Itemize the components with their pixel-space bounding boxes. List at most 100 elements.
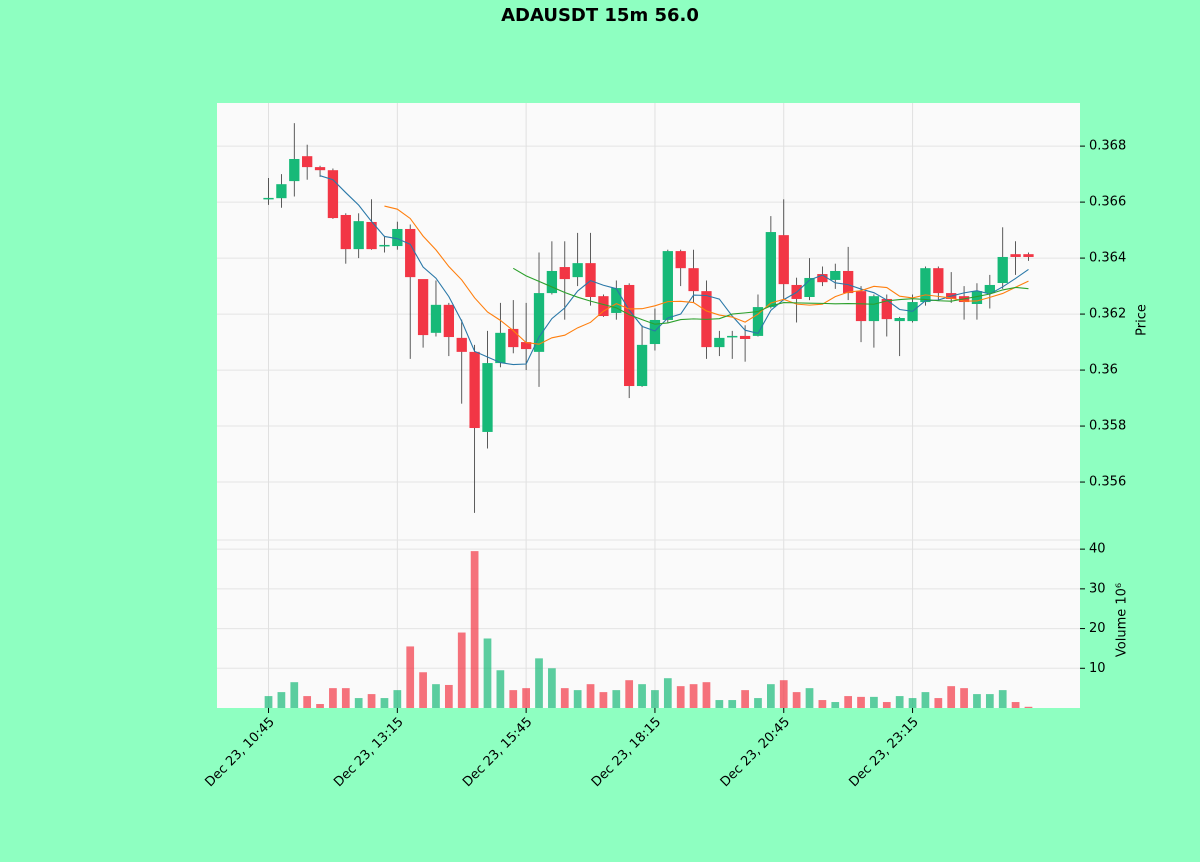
candle-body (546, 270, 558, 294)
volume-bar (444, 684, 453, 708)
volume-bar (419, 672, 427, 708)
candle-body (443, 304, 455, 338)
volume-bar (689, 684, 698, 708)
volume-bar (509, 690, 518, 708)
y-axis-label: Price (1135, 304, 1150, 336)
volume-bar (792, 692, 801, 708)
y-tick-label: 0.364 (1089, 251, 1126, 266)
volume-bar (702, 682, 711, 708)
volume-bar (303, 696, 312, 708)
candle-body (765, 232, 777, 308)
volume-bar (805, 688, 814, 708)
candle-body (688, 268, 699, 292)
volume-bar (432, 684, 440, 708)
volume-bar (754, 698, 762, 708)
y-tick-label: 0.356 (1089, 475, 1126, 490)
volume-bar (779, 680, 788, 708)
volume-bar (973, 694, 981, 708)
candle-body (572, 263, 583, 278)
volume-bar (638, 684, 646, 708)
volume-bar (354, 698, 363, 708)
volume-bar (882, 702, 891, 708)
candle-body (559, 267, 570, 280)
volume-bar (277, 692, 286, 708)
volume-bar (625, 680, 634, 708)
y2-tick-label: 40 (1089, 542, 1106, 557)
volume-bar (470, 551, 479, 708)
candle-body (520, 342, 532, 350)
y2-axis-label: Volume 10⁶ (1115, 583, 1130, 657)
x-tick-label: Dec 23, 13:15 (331, 715, 406, 790)
volume-bar (380, 698, 389, 708)
volume-bar (934, 698, 943, 708)
candle-body (276, 184, 287, 199)
candle-body (456, 337, 467, 352)
y-tick-label: 0.362 (1089, 307, 1126, 322)
x-tick-label: Dec 23, 23:15 (847, 715, 922, 790)
volume-bar (947, 686, 956, 708)
volume-bar (535, 658, 543, 708)
volume-bar (522, 688, 530, 708)
candle-body (585, 263, 596, 298)
candle-body (482, 363, 493, 432)
volume-bar (393, 690, 402, 708)
y-tick-label: 0.366 (1089, 195, 1126, 210)
volume-bar (998, 690, 1007, 708)
volume-bar (573, 690, 582, 708)
volume-bar (831, 702, 840, 708)
candle-body (469, 351, 480, 429)
y2-tick-label: 30 (1089, 581, 1106, 596)
volume-bar (367, 694, 376, 708)
candle-body (340, 214, 351, 250)
volume-bar (316, 704, 324, 708)
candle-body (302, 156, 313, 168)
candle-body (727, 335, 738, 338)
volume-bar (908, 698, 917, 708)
candle-body (662, 251, 673, 320)
candle-body (508, 328, 519, 348)
candle-body (971, 291, 983, 305)
candle-body (804, 277, 815, 298)
volume-bar (844, 696, 853, 708)
volume-bar (290, 682, 299, 708)
volume-bar (921, 692, 930, 708)
candle-body (675, 251, 686, 269)
y2-tick-label: 20 (1089, 621, 1106, 636)
volume-bar (264, 696, 273, 708)
candle-body (1010, 254, 1021, 257)
candle-body (366, 221, 377, 250)
chart-title: ADAUSDT 15m 56.0 (501, 5, 699, 26)
candle-body (778, 235, 789, 285)
candle-body (327, 170, 339, 219)
volume-bar (895, 696, 904, 708)
volume-bar (560, 688, 569, 708)
volume-bar (496, 670, 505, 708)
candle-body (353, 221, 364, 250)
volume-bar (586, 684, 595, 708)
volume-bar (985, 694, 994, 708)
volume-bar (676, 686, 685, 708)
volume-bar (818, 700, 827, 708)
candle-body (855, 291, 867, 322)
y-tick-label: 0.368 (1089, 139, 1126, 154)
volume-bar (767, 684, 775, 708)
candle-body (817, 274, 828, 283)
candle-body (405, 228, 416, 278)
candle-body (868, 296, 880, 322)
candle-body (984, 284, 995, 294)
y-tick-label: 0.358 (1089, 419, 1126, 434)
moving-average (319, 175, 1029, 366)
volume-bar (728, 700, 737, 708)
y2-tick-label: 10 (1089, 661, 1106, 676)
volume-bar (1011, 702, 1020, 708)
candle-body (920, 268, 931, 303)
volume-bar (548, 668, 556, 708)
volume-bar (599, 692, 608, 708)
candle-body (533, 293, 545, 352)
candle-body (289, 158, 300, 182)
x-tick-label: Dec 23, 15:45 (460, 715, 535, 790)
candle-body (842, 270, 854, 294)
volume-bar (651, 690, 659, 708)
volume-bar (341, 688, 350, 708)
